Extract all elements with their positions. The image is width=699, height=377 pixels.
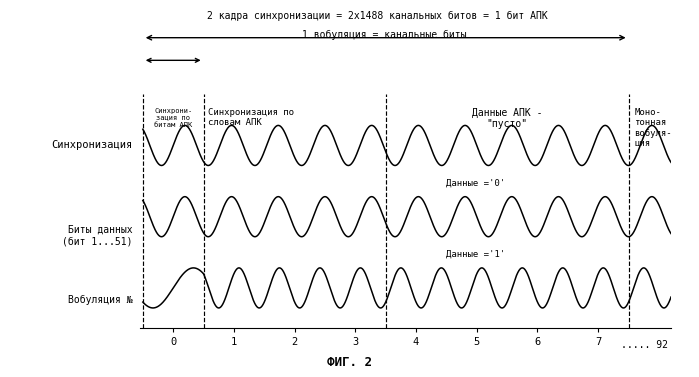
Text: ..... 92: ..... 92 xyxy=(621,340,668,350)
Text: Данные АПК -
"пусто": Данные АПК - "пусто" xyxy=(472,107,542,129)
Text: Моно-
тонная
вобуля-
ция: Моно- тонная вобуля- ция xyxy=(635,107,672,148)
Text: Данные ='0': Данные ='0' xyxy=(447,179,505,188)
Text: Синхронизация: Синхронизация xyxy=(52,141,133,150)
Text: 1 вобуляция = канальные биты: 1 вобуляция = канальные биты xyxy=(302,29,466,40)
Text: Синхрони-
зация по
битам АПК: Синхрони- зация по битам АПК xyxy=(154,107,192,127)
Text: Вобуляция №: Вобуляция № xyxy=(69,294,133,305)
Text: 2 кадра синхронизации = 2x1488 канальных битов = 1 бит АПК: 2 кадра синхронизации = 2x1488 канальных… xyxy=(207,11,548,21)
Text: Синхронизация по
словам АПК: Синхронизация по словам АПК xyxy=(208,107,294,127)
Text: ФИГ. 2: ФИГ. 2 xyxy=(327,357,372,369)
Text: Данные ='1': Данные ='1' xyxy=(447,250,505,259)
Text: Биты данных
(бит 1...51): Биты данных (бит 1...51) xyxy=(62,224,133,246)
